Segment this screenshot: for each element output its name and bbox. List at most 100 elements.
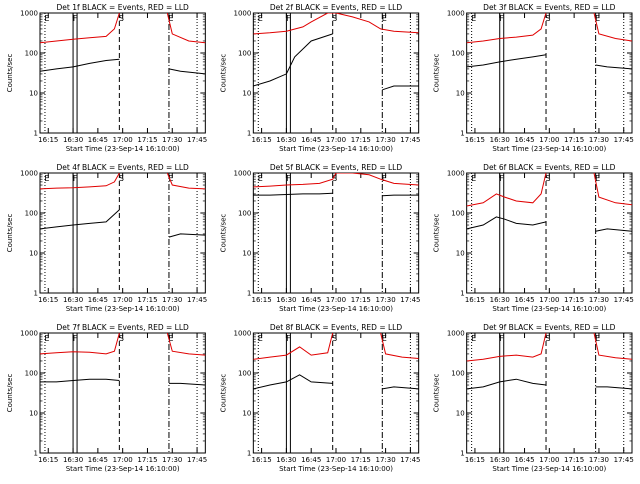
x-tick-label: 17:00 (539, 296, 559, 304)
time-marker-label: E (471, 14, 476, 23)
x-tick-label: 17:45 (400, 296, 420, 304)
series-line-lld (253, 13, 419, 35)
x-axis-label: Start Time (23-Sep-14 16:10:00) (66, 145, 180, 153)
panel-title: Det 3f BLACK = Events, RED = LLD (483, 3, 616, 12)
x-tick-label: 16:30 (63, 456, 83, 464)
x-tick-label: 16:15 (252, 136, 272, 144)
time-marker-label: F (73, 174, 78, 183)
series-group (40, 333, 206, 386)
time-marker-label: E (44, 14, 49, 23)
plot-frame (252, 332, 420, 454)
y-tick-label: 1000 (447, 10, 465, 18)
x-tick-label: 17:15 (137, 136, 157, 144)
x-tick-label: 16:45 (88, 456, 108, 464)
x-tick-label: 16:45 (514, 296, 534, 304)
x-axis-label: Start Time (23-Sep-14 16:10:00) (66, 465, 180, 473)
series-line-lld (466, 173, 632, 207)
x-tick-label: 16:15 (38, 456, 58, 464)
y-axis-label: Counts/sec (433, 214, 441, 253)
x-tick-label: 17:15 (564, 296, 584, 304)
series-line-events (466, 54, 632, 70)
x-tick-label: 16:30 (490, 296, 510, 304)
panel-title: Det 9f BLACK = Events, RED = LLD (483, 323, 616, 332)
time-marker-label: E (44, 174, 49, 183)
time-marker-label: F (286, 14, 291, 23)
x-tick-label: 17:15 (137, 456, 157, 464)
y-tick-label: 10 (456, 410, 465, 418)
y-axis-label: Counts/sec (6, 214, 14, 253)
y-axis-label: Counts/sec (219, 54, 227, 93)
x-tick-label: 17:30 (162, 136, 182, 144)
series-line-events (253, 192, 419, 197)
x-tick-label: 17:45 (400, 456, 420, 464)
plot-frame (466, 332, 633, 454)
x-tick-label: 16:30 (276, 136, 296, 144)
x-tick-label: 17:30 (162, 456, 182, 464)
series-group (466, 173, 632, 232)
y-axis-label: Counts/sec (433, 374, 441, 413)
x-tick-label: 17:00 (539, 456, 559, 464)
x-tick-label: 16:45 (88, 296, 108, 304)
y-tick-label: 10 (456, 90, 465, 98)
detector-panel-2: Det 2f BLACK = Events, RED = LLD 1 10 100 10… (219, 3, 420, 153)
x-tick-label: 16:30 (63, 136, 83, 144)
time-marker-label: E (595, 334, 600, 343)
x-tick-label: 17:45 (614, 136, 634, 144)
x-tick-label: 17:45 (187, 136, 207, 144)
detector-panel-4: Det 4f BLACK = Events, RED = LLD 1 10 100 10… (6, 163, 207, 313)
panel-title: Det 2f BLACK = Events, RED = LLD (270, 3, 403, 12)
y-tick-label: 1 (460, 130, 464, 138)
detector-panel-9: Det 9f BLACK = Events, RED = LLD 1 10 100 10… (433, 323, 634, 473)
y-tick-label: 1 (460, 290, 464, 298)
y-tick-label: 1 (247, 130, 251, 138)
x-tick-label: 16:15 (252, 296, 272, 304)
detector-panel-5: Det 5f BLACK = Events, RED = LLD 1 10 100 10… (219, 163, 420, 313)
time-marker-label: E (471, 334, 476, 343)
panel-title: Det 6f BLACK = Events, RED = LLD (483, 163, 616, 172)
y-tick-label: 100 (25, 210, 38, 218)
y-tick-label: 10 (29, 250, 38, 258)
series-line-events (40, 209, 206, 238)
x-tick-label: 17:00 (326, 136, 346, 144)
y-tick-label: 10 (29, 410, 38, 418)
x-axis-label: Start Time (23-Sep-14 16:10:00) (279, 145, 393, 153)
y-tick-label: 100 (25, 50, 38, 58)
time-marker-label: F (73, 334, 78, 343)
time-marker-label: E (168, 334, 173, 343)
series-group (466, 333, 632, 390)
panel-title: Det 5f BLACK = Events, RED = LLD (270, 163, 403, 172)
y-tick-label: 1000 (20, 330, 38, 338)
y-tick-label: 1 (460, 450, 464, 458)
y-tick-label: 10 (242, 90, 251, 98)
panel-title: Det 7f BLACK = Events, RED = LLD (57, 323, 190, 332)
time-marker-label: S (119, 174, 124, 183)
x-tick-label: 16:15 (38, 136, 58, 144)
series-group (253, 333, 419, 390)
series-line-events (253, 374, 419, 390)
x-tick-label: 17:30 (589, 136, 609, 144)
y-tick-label: 10 (242, 410, 251, 418)
x-axis-label: Start Time (23-Sep-14 16:10:00) (492, 465, 606, 473)
x-tick-label: 17:00 (326, 456, 346, 464)
series-group (40, 13, 206, 75)
x-tick-label: 16:30 (276, 456, 296, 464)
x-tick-label: 16:30 (63, 296, 83, 304)
x-tick-label: 16:45 (301, 456, 321, 464)
x-tick-label: 16:45 (301, 136, 321, 144)
y-tick-label: 10 (29, 90, 38, 98)
time-marker-label: S (332, 174, 337, 183)
y-tick-label: 100 (238, 370, 251, 378)
x-tick-label: 16:15 (465, 136, 485, 144)
y-tick-label: 1 (34, 450, 38, 458)
x-tick-label: 17:45 (400, 136, 420, 144)
detector-panel-7: Det 7f BLACK = Events, RED = LLD 1 10 100 10… (6, 323, 207, 473)
y-tick-label: 10 (456, 250, 465, 258)
time-marker-label: F (499, 174, 504, 183)
x-tick-label: 16:30 (276, 296, 296, 304)
time-marker-label: E (382, 334, 387, 343)
y-tick-label: 1 (247, 290, 251, 298)
y-tick-label: 1000 (234, 330, 252, 338)
time-marker-label: E (595, 14, 600, 23)
